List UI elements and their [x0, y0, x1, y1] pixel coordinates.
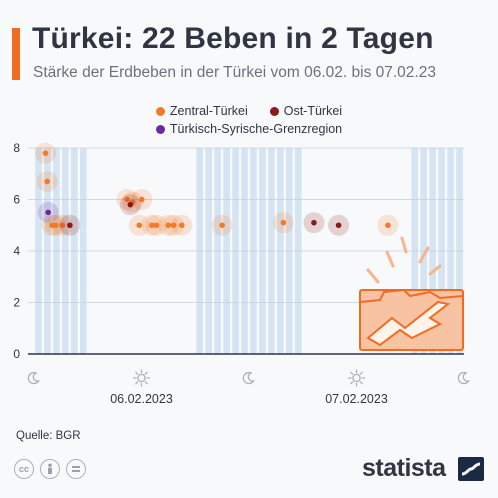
moon-icon	[27, 371, 40, 385]
data-point	[165, 222, 172, 229]
sun-ray	[135, 381, 139, 385]
y-tick-label: 6	[13, 193, 20, 207]
moon-icon	[457, 371, 470, 385]
data-point	[45, 209, 51, 216]
data-point	[67, 222, 73, 229]
legend-item-ost[interactable]: Ost-Türkei	[269, 104, 343, 118]
data-point	[127, 201, 134, 208]
legend-item-zentral[interactable]: Zentral-Türkei	[155, 104, 248, 118]
data-point	[153, 222, 160, 229]
sun-core	[352, 373, 361, 383]
sun-core	[137, 373, 146, 383]
legend-item-grenz[interactable]: Türkisch-Syrische-Grenzregion	[155, 122, 343, 136]
statista-mark-icon	[458, 457, 484, 481]
source-note: Quelle: BGR	[16, 430, 81, 442]
data-point	[385, 222, 391, 229]
legend-label-grenz: Türkisch-Syrische-Grenzregion	[169, 122, 343, 136]
sun-icon	[132, 369, 151, 387]
data-point	[44, 178, 50, 185]
license-icons: cc	[14, 459, 86, 479]
data-point	[311, 219, 317, 226]
x-date-label: 07.02.2023	[325, 392, 388, 406]
statista-logo[interactable]: statista	[362, 454, 446, 482]
earthquake-scatter-chart: 0 2 4 6 8 06.02.2023 07.02.2023	[13, 141, 470, 406]
data-point	[149, 222, 155, 229]
y-axis-ticks: 0 2 4 6 8	[13, 141, 20, 361]
page-subtitle: Stärke der Erdbeben in der Türkei vom 06…	[33, 64, 436, 81]
shake-line-icon	[418, 246, 430, 264]
y-tick-label: 2	[13, 296, 20, 310]
y-tick-label: 4	[13, 244, 20, 258]
legend-label-zentral: Zentral-Türkei	[169, 104, 248, 118]
ground-crack-top-icon	[359, 288, 464, 303]
cc-icon[interactable]: cc	[14, 459, 34, 479]
person-icon[interactable]	[40, 459, 60, 479]
sun-ray	[350, 381, 354, 385]
sun-ray	[135, 371, 139, 375]
sun-ray	[144, 381, 148, 385]
data-point	[42, 150, 49, 156]
data-points	[34, 142, 399, 236]
y-tick-label: 8	[13, 141, 20, 155]
sun-ray	[350, 371, 354, 375]
data-point	[59, 222, 66, 229]
legend-row-2: Türkisch-Syrische-Grenzregion	[0, 122, 498, 136]
data-point	[179, 222, 185, 229]
gridlines	[28, 147, 464, 355]
shake-line-icon	[428, 264, 442, 276]
data-point	[335, 222, 342, 229]
sun-ray	[359, 381, 363, 385]
moon-icon	[242, 371, 255, 385]
sun-icon	[347, 369, 366, 387]
sun-ray	[359, 371, 363, 375]
legend-dot-zentral	[155, 106, 165, 116]
legend-dot-ost	[269, 106, 279, 116]
sun-ray	[144, 371, 148, 375]
x-date-label: 06.02.2023	[110, 392, 173, 406]
legend-label-ost: Ost-Türkei	[283, 104, 343, 118]
data-point	[52, 222, 59, 229]
page-title: Türkei: 22 Beben in 2 Tagen	[32, 22, 434, 55]
data-point	[219, 222, 225, 229]
accent-bar	[12, 28, 20, 80]
shake-line-icon	[400, 236, 408, 254]
data-point	[124, 196, 130, 203]
y-tick-label: 0	[13, 347, 20, 361]
data-point	[138, 196, 145, 203]
x-axis: 06.02.2023 07.02.2023	[27, 369, 470, 406]
equals-icon[interactable]	[66, 459, 86, 479]
data-point	[136, 222, 143, 229]
lightning-crack-icon	[366, 300, 451, 347]
earthquake-illustration	[359, 236, 464, 351]
data-point	[170, 222, 177, 229]
shake-line-icon	[385, 250, 395, 268]
shake-line-icon	[366, 268, 380, 284]
legend: Zentral-Türkei Ost-Türkei	[0, 104, 498, 118]
data-point	[280, 219, 287, 226]
legend-dot-grenz	[155, 124, 165, 134]
